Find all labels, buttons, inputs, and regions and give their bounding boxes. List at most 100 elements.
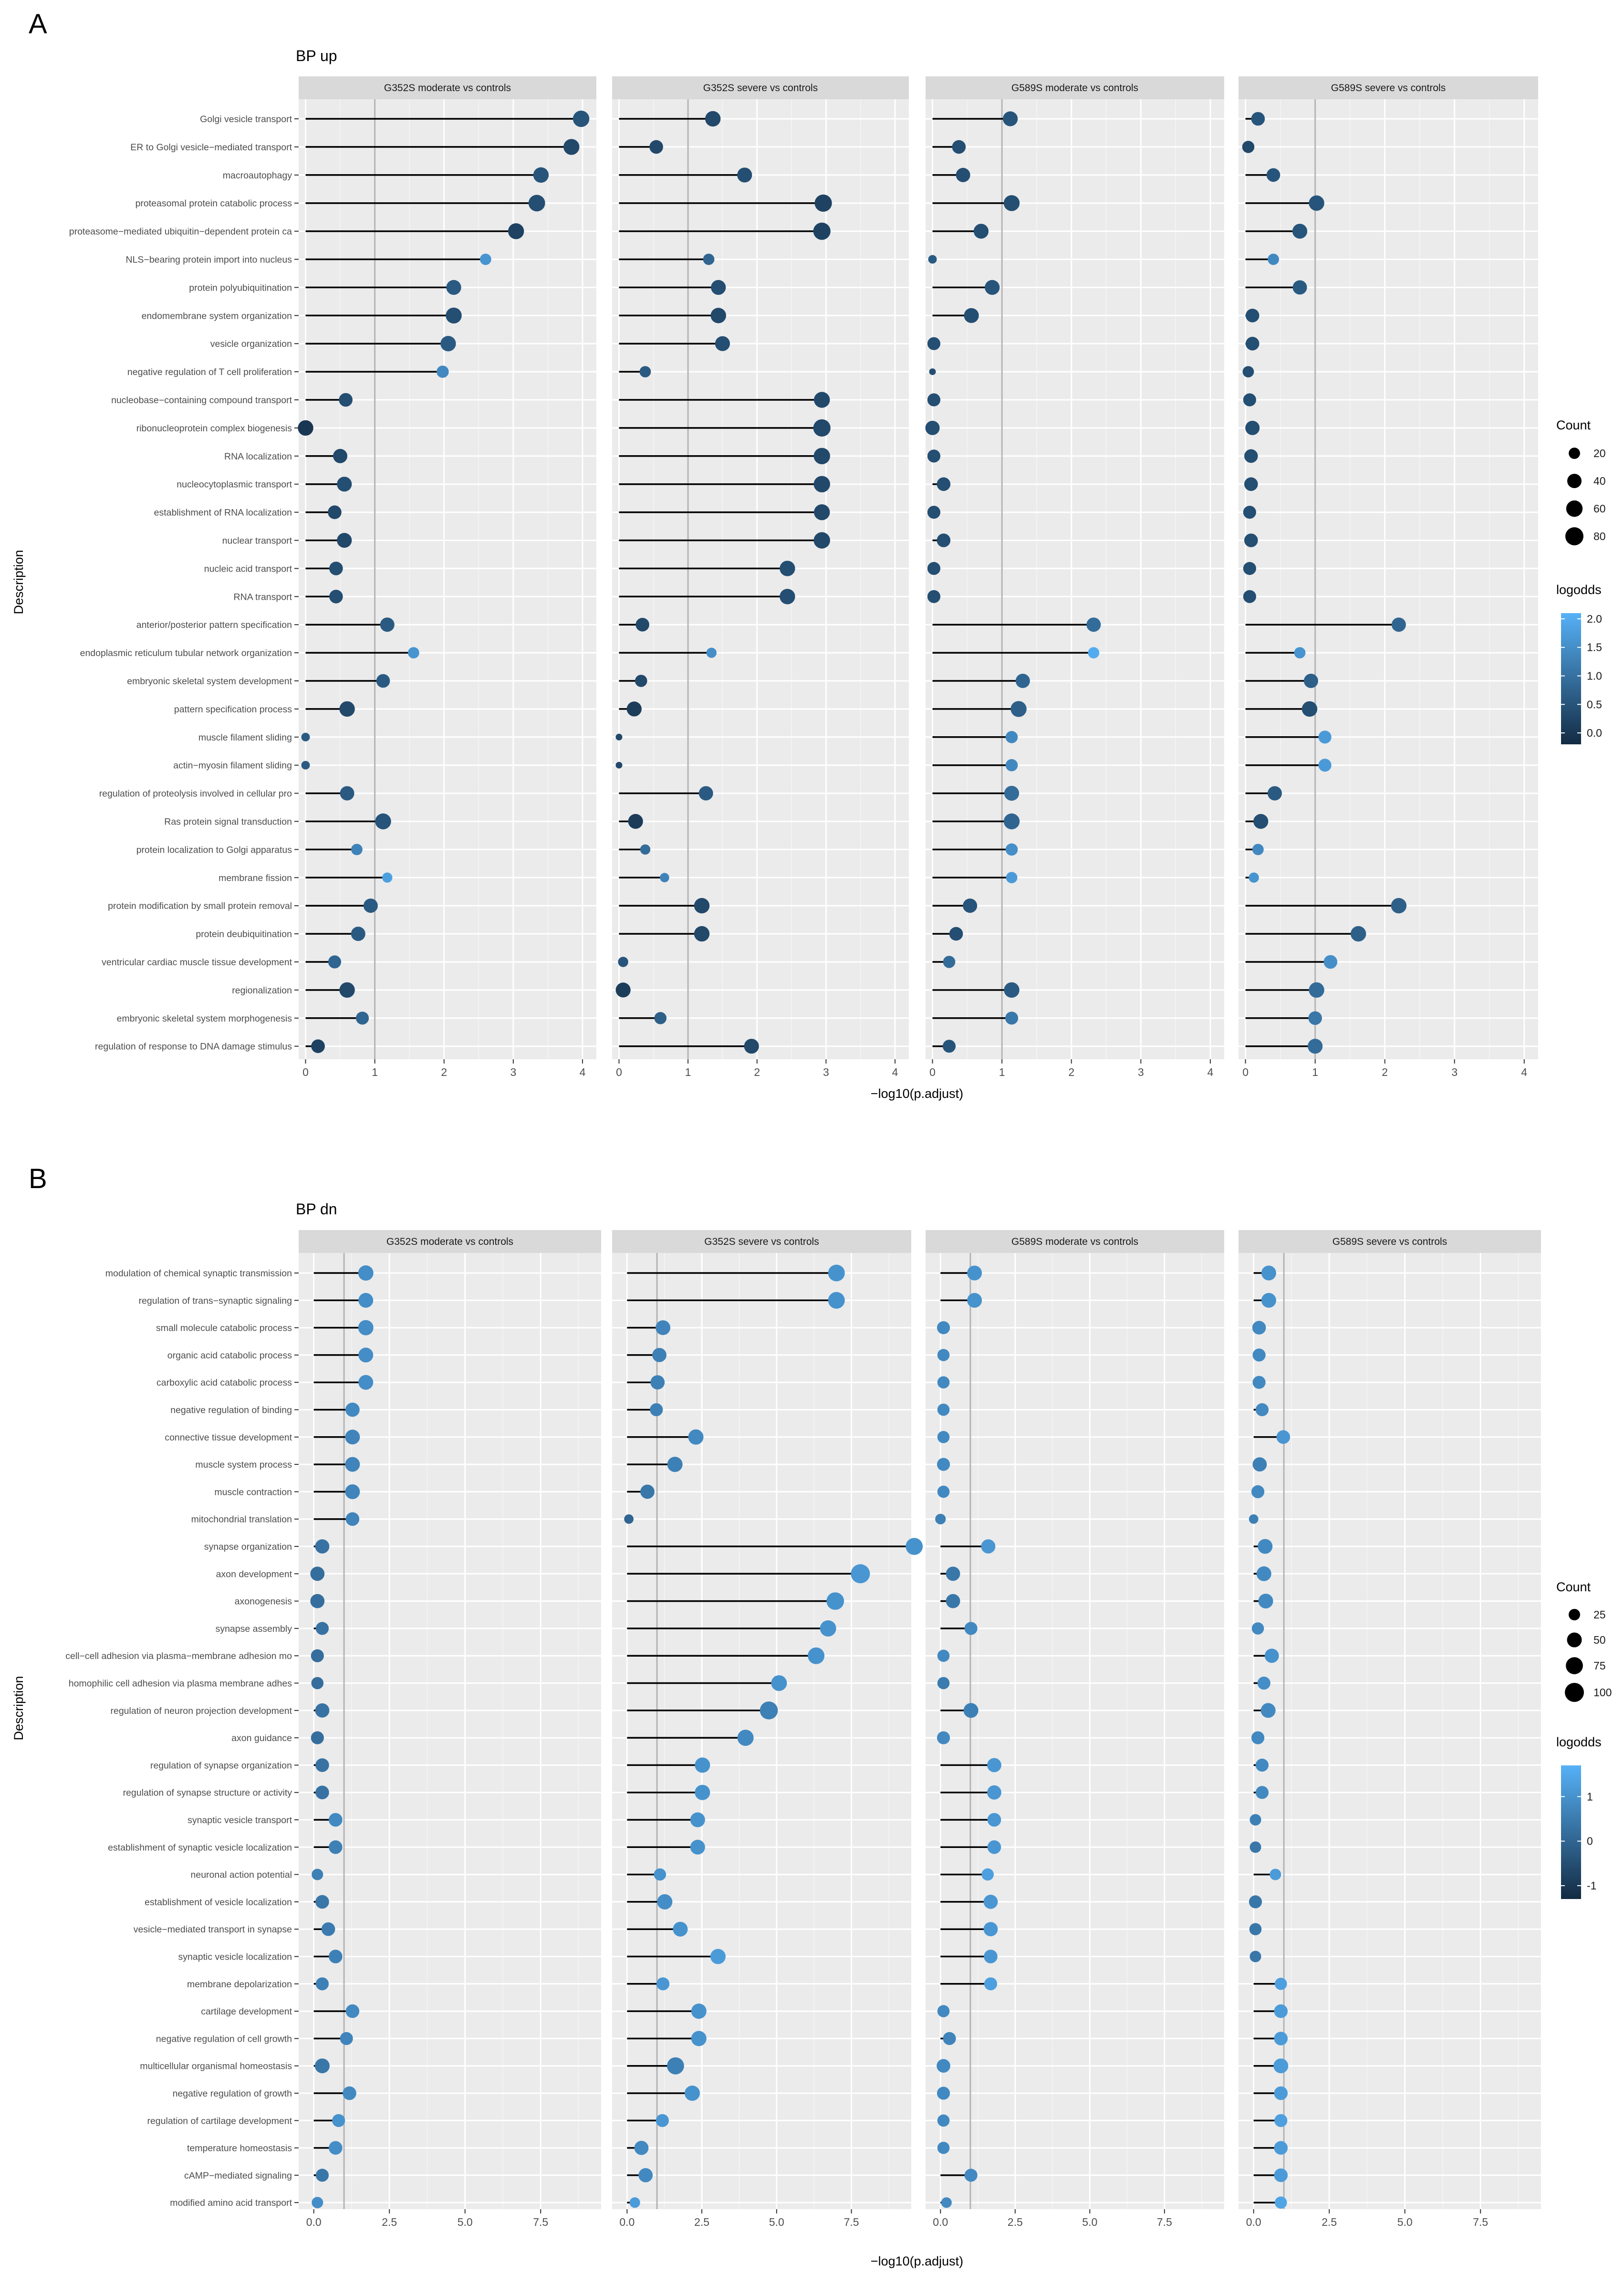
lollipop-point — [963, 898, 978, 913]
lollipop-point — [315, 1977, 329, 1991]
lollipop-point — [1256, 1566, 1271, 1581]
legend-size-label: 50 — [1593, 1634, 1606, 1646]
lollipop-point — [813, 419, 831, 437]
legend-size-label: 100 — [1593, 1686, 1612, 1699]
lollipop-point — [937, 477, 951, 491]
lollipop-point — [345, 1457, 360, 1472]
lollipop-point — [437, 365, 449, 378]
lollipop-point — [937, 2059, 950, 2073]
plot-title: BP up — [296, 47, 337, 64]
x-tick-label: 0.0 — [933, 2216, 948, 2228]
lollipop-point — [1004, 982, 1020, 998]
lollipop-point — [706, 647, 717, 658]
lollipop-point — [942, 1040, 956, 1053]
lollipop-point — [375, 813, 391, 830]
lollipop-point — [638, 2168, 653, 2182]
y-tick-label: endomembrane system organization — [142, 311, 292, 321]
facet-title: G589S moderate vs controls — [1011, 1236, 1138, 1247]
lollipop-point — [927, 562, 941, 575]
lollipop-point — [935, 1513, 946, 1524]
legend-size-label: 40 — [1593, 475, 1606, 487]
y-tick-label: homophilic cell adhesion via plasma memb… — [69, 1679, 292, 1689]
lollipop-point — [1006, 872, 1018, 884]
lollipop-point — [315, 1622, 329, 1635]
lollipop-point — [984, 1977, 998, 1991]
x-tick-label: 3 — [510, 1066, 516, 1078]
facet: G352S moderate vs controls 0.0 2.5 5.0 7.5 — [299, 1230, 601, 2228]
y-tick-label: embryonic skeletal system development — [127, 676, 292, 687]
colorbar-tick-label: 0 — [1587, 1835, 1593, 1847]
lollipop-point — [533, 167, 549, 183]
lollipop-point — [667, 2057, 684, 2075]
lollipop-point — [1308, 1039, 1323, 1054]
x-tick-label: 2.5 — [382, 2216, 397, 2228]
lollipop-point — [690, 1812, 705, 1827]
y-tick-label: regulation of cartilage development — [147, 2116, 292, 2126]
lollipop-point — [1273, 2058, 1289, 2074]
lollipop-point — [1245, 309, 1260, 323]
lollipop-point — [937, 2087, 950, 2100]
lollipop-point — [937, 1649, 950, 1662]
lollipop-point — [1252, 1457, 1267, 1472]
y-tick-label: RNA localization — [224, 451, 292, 462]
y-tick-label: establishment of synaptic vesicle locali… — [108, 1842, 292, 1853]
lollipop-point — [694, 898, 710, 914]
lollipop-point — [635, 617, 649, 632]
colorbar-tick-label: 1.0 — [1587, 670, 1602, 682]
x-tick-label: 3 — [1138, 1066, 1144, 1078]
lollipop-point — [1244, 533, 1258, 547]
y-tick-label: nucleic acid transport — [204, 564, 292, 574]
facet-title: G352S severe vs controls — [703, 83, 818, 94]
y-tick-label: nucleobase−containing compound transport — [111, 395, 292, 406]
lollipop-point — [813, 476, 830, 492]
lollipop-point — [1005, 731, 1018, 743]
lollipop-point — [1251, 1622, 1264, 1635]
facet-strip — [926, 76, 1224, 99]
lollipop-point — [329, 1950, 343, 1963]
lollipop-point — [1253, 814, 1269, 829]
lollipop-point — [673, 1921, 688, 1937]
lollipop-point — [376, 674, 390, 688]
y-tick-label: synaptic vesicle localization — [178, 1952, 292, 1962]
lollipop-point — [1257, 1676, 1270, 1690]
y-tick-label: Ras protein signal transduction — [164, 817, 292, 827]
lollipop-point — [964, 308, 979, 323]
facet-title: G589S moderate vs controls — [1011, 83, 1138, 94]
lollipop-point — [339, 393, 353, 407]
lollipop-point — [1391, 898, 1407, 914]
lollipop-point — [780, 589, 795, 605]
lollipop-point — [927, 590, 941, 603]
lollipop-point — [937, 2005, 950, 2017]
lollipop-point — [1301, 701, 1318, 717]
lollipop-point — [329, 1813, 343, 1827]
lollipop-point — [358, 1347, 374, 1363]
lollipop-point — [963, 1703, 979, 1718]
facet-title: G589S severe vs controls — [1333, 1236, 1447, 1247]
x-tick-label: 2 — [441, 1066, 447, 1078]
y-tick-label: organic acid catabolic process — [167, 1350, 292, 1361]
x-tick-label: 7.5 — [844, 2216, 859, 2228]
y-tick-label: synaptic vesicle transport — [187, 1815, 292, 1826]
lollipop-point — [814, 392, 830, 408]
y-tick-label: regulation of proteolysis involved in ce… — [99, 789, 292, 799]
lollipop-point — [937, 533, 951, 547]
lollipop-point — [1261, 1265, 1276, 1281]
lollipop-point — [688, 1429, 704, 1445]
panel-label: B — [29, 1163, 47, 1194]
y-tick-label: temperature homeostasis — [187, 2143, 292, 2154]
facet-title: G352S severe vs controls — [704, 1236, 819, 1247]
y-tick-label: small molecule catabolic process — [156, 1323, 292, 1334]
lollipop-point — [563, 139, 580, 155]
y-tick-label: membrane fission — [219, 873, 292, 883]
facet-strip — [299, 1230, 601, 1253]
lollipop-point — [315, 1895, 329, 1909]
panel-label: A — [29, 9, 47, 40]
y-tick-label: neuronal action potential — [191, 1870, 292, 1880]
lollipop-point — [1245, 336, 1260, 351]
plot-background — [612, 99, 909, 1059]
color-legend: logodds 2.0 1.5 1.0 0.5 0.0 — [1556, 583, 1602, 744]
y-tick-label: nuclear transport — [222, 536, 292, 546]
legend-size-label: 60 — [1593, 502, 1606, 515]
lollipop-point — [941, 2197, 952, 2208]
lollipop-point — [985, 280, 1000, 295]
